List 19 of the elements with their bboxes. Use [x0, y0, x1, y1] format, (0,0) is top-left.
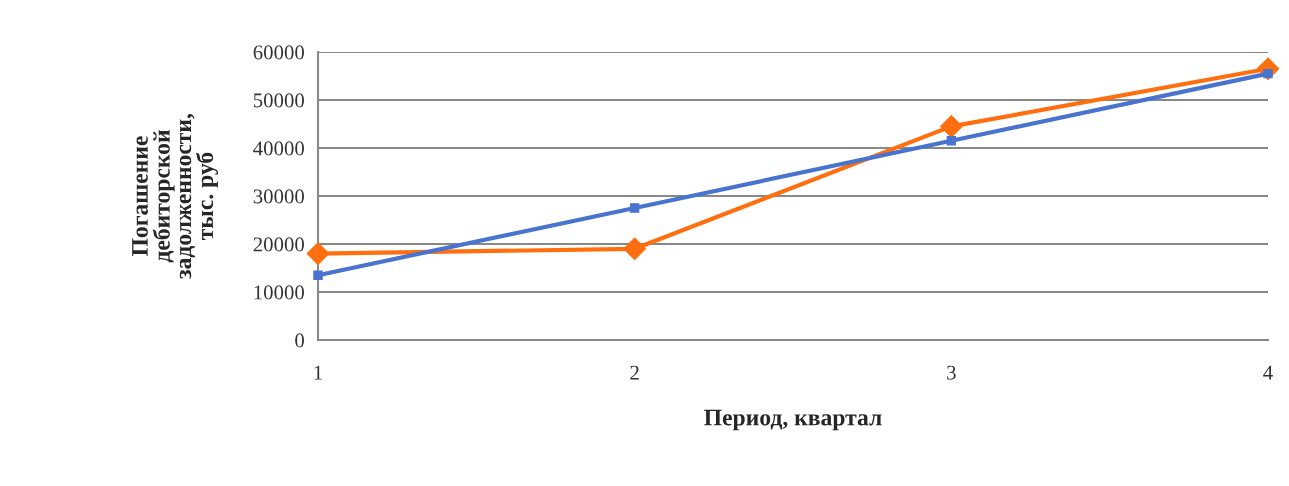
- point: [629, 203, 640, 213]
- y-axis-title: Погашение дебиторской задолженности, тыс. руб: [132, 113, 218, 279]
- y-tick-label: 10000: [254, 285, 305, 300]
- x-axis-title: Период, квартал: [704, 409, 882, 431]
- y-tick-label: 40000: [253, 141, 305, 156]
- point: [946, 136, 957, 146]
- point: [313, 270, 323, 280]
- x-tick-label: 4: [1263, 365, 1273, 380]
- y-tick-label: 30000: [253, 189, 305, 204]
- point: [623, 237, 646, 261]
- y-tick-label: 0: [295, 333, 305, 348]
- x-tick-label: 1: [314, 365, 322, 380]
- x-tick-label: 2: [630, 365, 639, 380]
- point: [940, 115, 963, 138]
- x-tick-label: 3: [947, 365, 956, 380]
- y-tick-label: 50000: [253, 93, 305, 108]
- y-tick-label: 20000: [253, 237, 305, 252]
- point: [306, 242, 330, 265]
- y-tick-label: 60000: [253, 45, 305, 60]
